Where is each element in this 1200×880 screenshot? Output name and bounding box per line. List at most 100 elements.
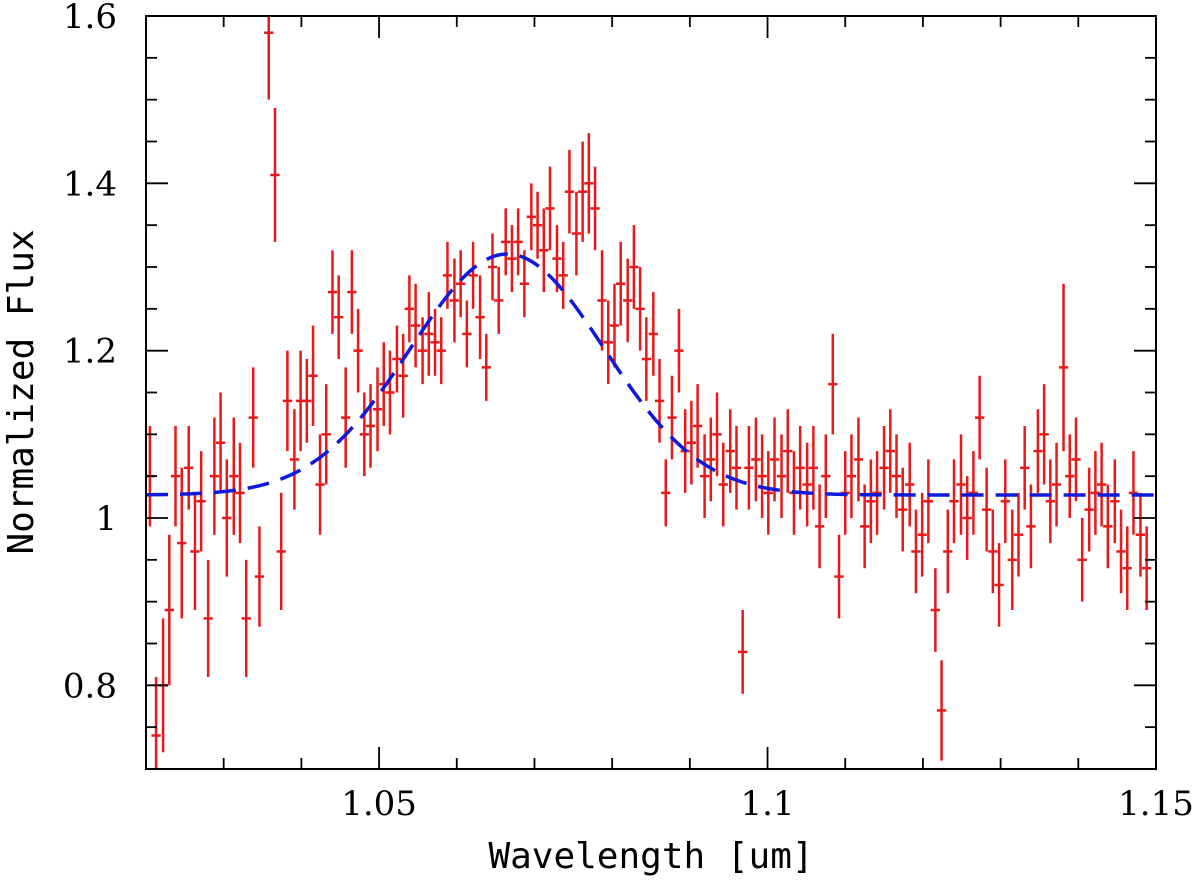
data-point-120 (917, 492, 927, 577)
data-point-126 (956, 434, 966, 535)
data-point-69 (590, 166, 600, 251)
data-point-93 (744, 425, 754, 510)
data-point-12 (222, 459, 232, 577)
data-point-142 (1058, 283, 1069, 452)
data-point-48 (455, 250, 466, 318)
data-point-125 (949, 459, 959, 544)
data-point-135 (1013, 492, 1024, 577)
data-point-34 (365, 384, 376, 468)
data-point-101 (795, 425, 805, 510)
data-point-5 (177, 467, 187, 619)
x-tick-label: 1.1 (740, 784, 794, 824)
data-point-59 (526, 183, 537, 251)
data-point-31 (347, 250, 357, 334)
data-point-65 (564, 149, 575, 234)
data-point-68 (584, 133, 594, 234)
data-point-73 (616, 241, 626, 326)
data-point-138 (1033, 409, 1043, 493)
data-point-14 (235, 442, 245, 544)
data-point-140 (1045, 459, 1055, 544)
data-point-27 (321, 384, 331, 485)
data-point-56 (507, 225, 517, 293)
data-point-134 (1007, 509, 1017, 611)
data-point-136 (1020, 425, 1030, 510)
data-point-25 (308, 325, 318, 426)
data-point-86 (699, 434, 710, 518)
data-point-11 (215, 392, 226, 493)
data-point-82 (674, 308, 684, 393)
gaussian-fit-line (145, 252, 1156, 497)
data-point-38 (392, 325, 402, 393)
data-point-107 (834, 534, 844, 619)
data-point-123 (936, 660, 947, 761)
data-point-87 (706, 417, 716, 502)
data-point-130 (981, 467, 992, 552)
data-point-1 (151, 676, 161, 769)
data-point-18 (264, 16, 274, 100)
data-point-152 (1122, 526, 1132, 611)
x-tick-label: 1.05 (341, 784, 417, 824)
data-point-51 (475, 275, 485, 360)
data-point-111 (859, 484, 870, 569)
data-point-151 (1116, 509, 1126, 594)
data-point-62 (545, 166, 555, 251)
data-point-112 (866, 459, 876, 544)
data-point-10 (209, 417, 220, 535)
data-point-40 (404, 275, 415, 343)
data-point-24 (302, 359, 312, 443)
data-point-143 (1065, 434, 1075, 518)
data-point-116 (891, 434, 902, 518)
data-point-49 (462, 300, 472, 368)
data-point-76 (635, 267, 645, 351)
data-point-131 (988, 509, 998, 594)
data-point-99 (783, 409, 793, 493)
x-tick-label: 1.15 (1118, 784, 1194, 824)
data-point-147 (1090, 451, 1101, 535)
data-point-127 (962, 476, 972, 560)
data-point-124 (943, 509, 953, 594)
data-point-81 (667, 375, 677, 460)
data-point-21 (282, 350, 293, 452)
data-point-6 (184, 425, 194, 510)
data-point-30 (341, 367, 351, 468)
tick-labels: 1.05 1.1 1.15 0.8 1 1.2 1.4 1.6 (63, 0, 1194, 824)
data-point-19 (270, 108, 280, 242)
data-point-13 (229, 417, 239, 535)
data-point-117 (898, 467, 908, 552)
y-tick-label: 0.8 (63, 666, 117, 706)
data-point-75 (629, 225, 639, 309)
data-point-137 (1026, 484, 1036, 569)
data-point-55 (501, 208, 511, 276)
data-point-43 (424, 292, 434, 376)
data-point-146 (1084, 467, 1094, 552)
data-point-115 (885, 409, 895, 493)
plot-frame (145, 15, 1157, 770)
data-point-80 (661, 459, 671, 527)
data-point-150 (1110, 459, 1120, 544)
data-point-7 (190, 492, 200, 611)
data-point-95 (757, 434, 767, 518)
data-point-94 (751, 417, 761, 502)
data-point-35 (372, 367, 383, 452)
y-tick-label: 1.4 (63, 164, 117, 204)
data-point-79 (654, 359, 665, 443)
data-point-64 (558, 241, 568, 309)
data-point-129 (974, 375, 985, 460)
y-tick-label: 1 (95, 499, 117, 539)
data-point-118 (905, 442, 915, 527)
data-point-145 (1077, 518, 1087, 602)
data-point-155 (1142, 526, 1152, 611)
data-point-54 (494, 267, 504, 334)
data-point-47 (449, 258, 460, 343)
data-point-92 (738, 610, 748, 694)
data-point-53 (487, 233, 498, 301)
data-point-32 (353, 308, 363, 393)
data-point-132 (994, 543, 1004, 627)
data-point-106 (828, 333, 838, 435)
data-point-33 (359, 392, 369, 477)
data-point-45 (436, 317, 446, 385)
data-point-102 (802, 442, 812, 527)
data-layer (146, 16, 1152, 769)
data-point-72 (609, 283, 620, 368)
data-point-71 (603, 300, 613, 385)
